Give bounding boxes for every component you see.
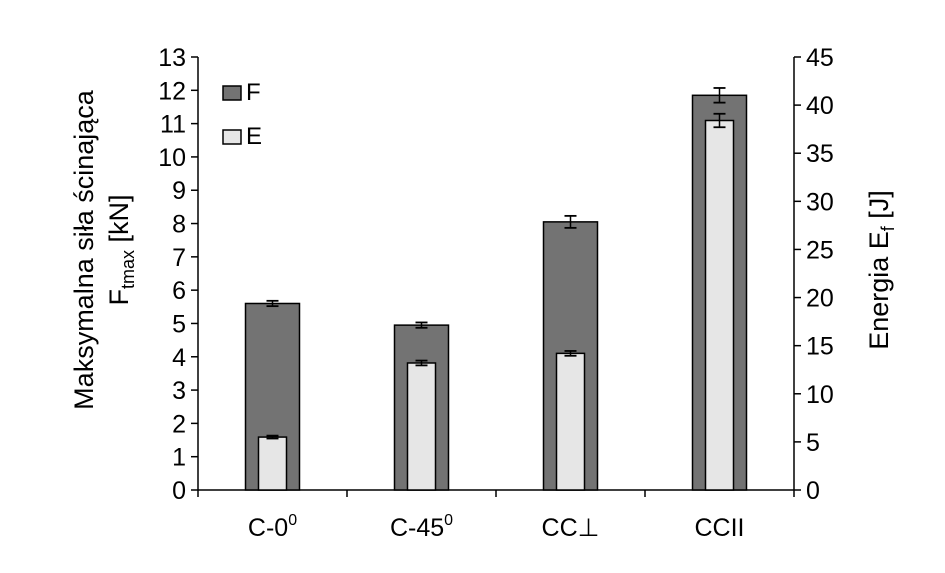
y-right-tick-label: 35 — [806, 140, 834, 168]
bar-e-c-0 — [257, 436, 288, 491]
y-left-tick-label: 7 — [172, 244, 186, 272]
error-bar-f-cc-perp — [564, 214, 577, 229]
y-left-tick-label: 2 — [172, 410, 186, 438]
bar-e-cc-perp — [555, 352, 586, 491]
y-right-title-unit: [J] — [864, 190, 894, 226]
error-bar-e-cc-perp — [564, 350, 577, 357]
y-left-tick-label: 5 — [172, 310, 186, 338]
y-left-tick-label: 10 — [158, 144, 186, 172]
y-left-title-sub: tmax — [118, 250, 138, 289]
bar-e-cc-par — [704, 119, 735, 491]
y-right-title-var: Energia E — [864, 231, 894, 350]
y-right-tick-label: 0 — [806, 477, 820, 505]
error-bar-e-c-45 — [415, 359, 428, 367]
y-left-tick-label: 8 — [172, 211, 186, 239]
y-left-tick-label: 4 — [172, 344, 186, 372]
y-right-tick-label: 5 — [806, 429, 820, 457]
y-left-title-var: F — [104, 289, 134, 306]
legend-swatch-f — [222, 85, 242, 101]
y-left-tick-label: 1 — [172, 444, 186, 472]
bar-e-c-45 — [406, 362, 437, 491]
error-bar-e-cc-par — [713, 112, 726, 129]
y-left-tick-label: 11 — [160, 111, 186, 139]
bars — [244, 94, 748, 491]
error-bar-e-c-0 — [266, 434, 279, 440]
error-bar-f-cc-par — [713, 87, 726, 104]
y-right-tick-label: 15 — [806, 333, 834, 361]
category-labels: C-00 C-450 CC⊥ CCII — [248, 512, 745, 542]
legend-swatch-e — [222, 129, 242, 145]
y-left-tick-label: 13 — [158, 44, 186, 72]
y-right-tick-label: 40 — [806, 92, 834, 120]
x-category-label-c-45: C-450 — [390, 512, 453, 542]
legend-label-f: F — [246, 79, 261, 106]
legend-label-e: E — [246, 123, 262, 150]
x-category-label-cc-par: CCII — [695, 514, 745, 542]
y-left-tick-label: 12 — [158, 77, 186, 105]
y-left-tick-label: 6 — [172, 277, 186, 305]
y-left-tick-label: 9 — [172, 177, 186, 205]
y-right-tick-label: 10 — [806, 381, 834, 409]
error-bar-f-c-45 — [415, 321, 428, 329]
y-right-tick-label: 25 — [806, 236, 834, 264]
error-bar-f-c-0 — [266, 299, 279, 308]
error-bars — [266, 87, 726, 440]
y-left-tick-label: 3 — [172, 377, 186, 405]
x-category-label-c-0: C-00 — [248, 512, 297, 542]
y-left-tick-label: 0 — [172, 477, 186, 505]
y-right-title: Energia Ef [J] — [864, 190, 898, 350]
y-left-title-line1: Maksymalna siła ścinająca — [69, 89, 99, 410]
y-right-tick-label: 45 — [806, 44, 834, 72]
legend: F E — [222, 79, 262, 150]
x-category-label-cc-perp: CC⊥ — [542, 514, 600, 542]
y-right-tick-label: 30 — [806, 188, 834, 216]
y-right-tick-label: 20 — [806, 285, 834, 313]
y-left-title-line2: Ftmax [kN] — [104, 194, 138, 305]
y-right-title-sub: f — [878, 225, 898, 231]
y-left-title-unit: [kN] — [104, 194, 134, 250]
